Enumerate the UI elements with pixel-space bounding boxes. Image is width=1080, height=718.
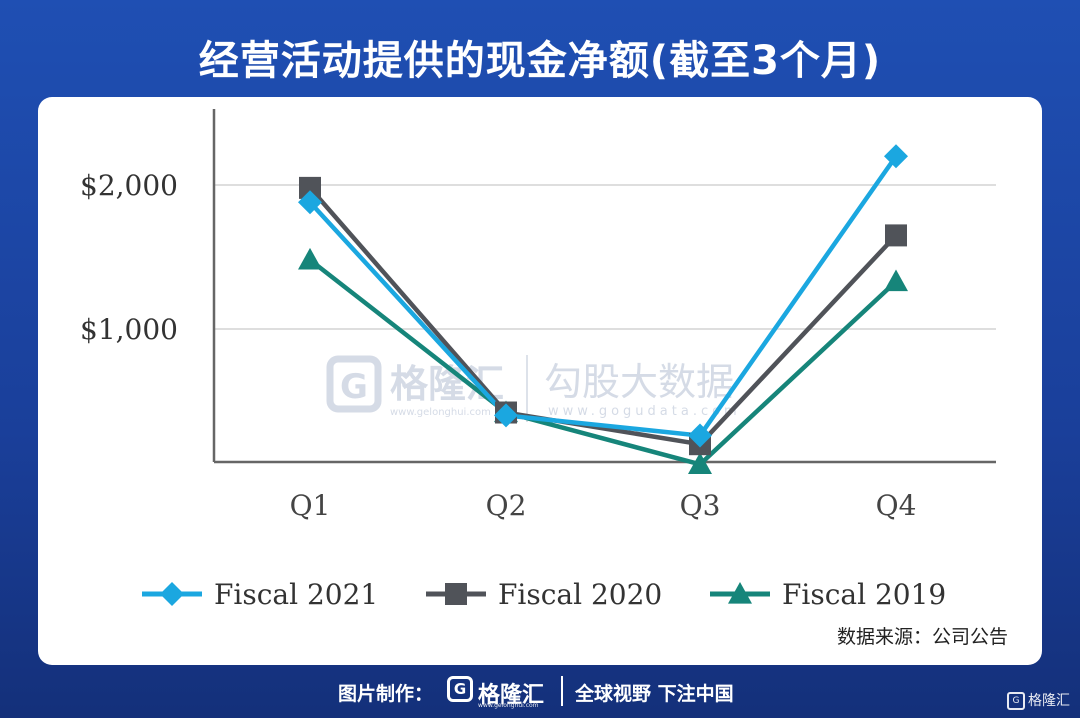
footer-credit: 图片制作： bbox=[338, 683, 434, 705]
chart-card: G 格隆汇 www.gelonghui.com 勾股大数据 www.gogudata.c… bbox=[38, 97, 1042, 665]
page-title: 经营活动提供的现金净额(截至3个月) bbox=[198, 38, 882, 84]
corner-logo: G 格隆汇 bbox=[1007, 690, 1070, 710]
line-chart: G 格隆汇www.gelonghui.com勾股大数据www.gogudata.c… bbox=[80, 109, 996, 611]
watermark-brand-url: www.gelonghui.com bbox=[390, 407, 491, 418]
x-tick-label: Q2 bbox=[486, 489, 527, 522]
gelonghui-logo-icon: G bbox=[447, 676, 473, 702]
data-point-fiscal-2019 bbox=[884, 269, 908, 292]
legend-label: Fiscal 2021 bbox=[214, 578, 378, 611]
legend-marker bbox=[728, 582, 752, 604]
footer: 图片制作： G 格隆汇 www.gelonghui.com 全球视野 下注中国 bbox=[0, 672, 1080, 712]
x-tick-label: Q1 bbox=[290, 489, 331, 522]
legend-marker bbox=[445, 583, 467, 605]
legend-marker bbox=[160, 582, 184, 606]
y-tick-label: $2,000 bbox=[80, 169, 178, 202]
data-point-fiscal-2020 bbox=[299, 176, 321, 199]
data-point-fiscal-2021 bbox=[884, 144, 908, 169]
series-line-fiscal-2020 bbox=[308, 186, 898, 447]
legend-label: Fiscal 2019 bbox=[782, 578, 946, 611]
series-line-fiscal-2019 bbox=[308, 258, 898, 467]
footer-divider bbox=[561, 676, 563, 706]
data-point-fiscal-2019 bbox=[298, 247, 322, 270]
data-point-fiscal-2020 bbox=[885, 224, 907, 247]
y-tick-label: $1,000 bbox=[80, 313, 178, 346]
x-tick-label: Q3 bbox=[680, 489, 721, 522]
data-point-fiscal-2019 bbox=[688, 452, 712, 474]
corner-brand: 格隆汇 bbox=[1028, 693, 1070, 709]
footer-brand-url: www.gelonghui.com bbox=[478, 702, 539, 709]
footer-slogan: 全球视野 下注中国 bbox=[575, 683, 734, 705]
series-line-fiscal-2021 bbox=[308, 154, 898, 438]
corner-logo-icon: G bbox=[1007, 692, 1025, 710]
legend-label: Fiscal 2020 bbox=[498, 578, 662, 611]
watermark-logo-icon bbox=[326, 355, 382, 413]
watermark-gogu-url: www.gogudata.com bbox=[548, 404, 741, 419]
data-point-fiscal-2021 bbox=[688, 423, 712, 448]
watermark-logo-letter: G bbox=[340, 367, 368, 407]
data-point-fiscal-2021 bbox=[494, 403, 518, 428]
data-source: 数据来源：公司公告 bbox=[836, 626, 1008, 648]
footer-brand: 格隆汇 bbox=[478, 683, 545, 708]
x-tick-label: Q4 bbox=[876, 489, 917, 522]
watermark-gogu-brand: 勾股大数据 bbox=[544, 360, 734, 404]
data-point-fiscal-2021 bbox=[298, 190, 322, 215]
